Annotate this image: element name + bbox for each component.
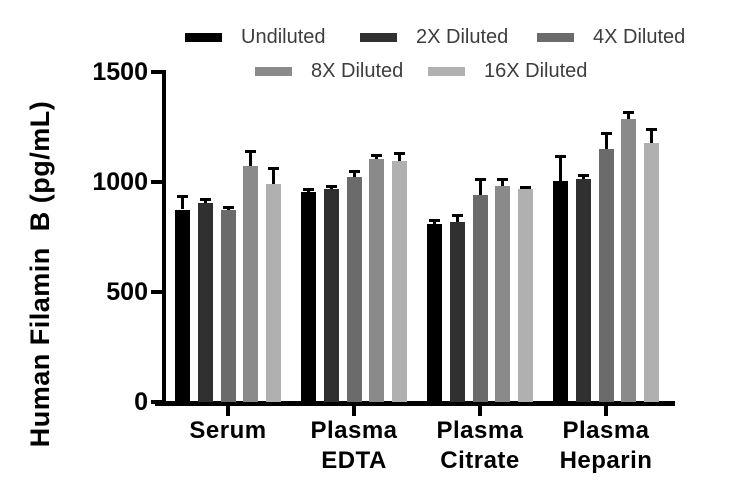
legend-item-8x-diluted: 8X Diluted bbox=[255, 59, 403, 83]
y-tick bbox=[151, 180, 163, 184]
error-bar-cap bbox=[303, 187, 315, 191]
bar-plasma-edta-8x-diluted bbox=[369, 159, 385, 402]
error-bar-cap bbox=[177, 195, 189, 199]
bar-plasma-edta-undiluted bbox=[301, 191, 317, 402]
y-tick-label: 1500 bbox=[92, 58, 148, 86]
bar-serum-2x-diluted bbox=[197, 202, 213, 402]
bar-plasma-citrate-16x-diluted bbox=[517, 189, 533, 402]
x-tick bbox=[352, 406, 356, 416]
x-category-label-plasma-edta: Plasma bbox=[310, 417, 398, 444]
x-tick bbox=[226, 406, 230, 416]
legend-item-4x-diluted: 4X Diluted bbox=[537, 25, 685, 49]
error-bar bbox=[375, 154, 379, 160]
error-bar-cap bbox=[429, 219, 441, 223]
error-bar bbox=[501, 179, 505, 187]
error-bar bbox=[455, 215, 459, 223]
bar-plasma-edta-16x-diluted bbox=[391, 161, 407, 402]
bar-plasma-heparin-undiluted bbox=[553, 181, 569, 402]
x-category-label-serum: Serum bbox=[189, 417, 267, 444]
x-category-label-plasma-citrate: Citrate bbox=[440, 447, 520, 474]
error-bar-cap bbox=[199, 197, 211, 201]
y-tick bbox=[151, 290, 163, 294]
legend-label-4x-diluted: 4X Diluted bbox=[593, 25, 686, 48]
x-category-label-plasma-heparin: Plasma bbox=[562, 417, 650, 444]
y-tick bbox=[151, 70, 163, 74]
legend-swatch-4x-diluted bbox=[537, 32, 574, 42]
x-category-label-plasma-heparin: Heparin bbox=[559, 447, 653, 474]
error-bar-cap bbox=[222, 205, 234, 209]
legend-swatch-16x-diluted bbox=[428, 66, 465, 76]
bar-plasma-citrate-4x-diluted bbox=[472, 195, 488, 402]
error-bar-cap bbox=[645, 127, 657, 131]
x-category-label-plasma-citrate: Plasma bbox=[436, 417, 524, 444]
legend-item-16x-diluted: 16X Diluted bbox=[428, 59, 587, 83]
bar-serum-4x-diluted bbox=[220, 210, 236, 402]
bar-serum-undiluted bbox=[175, 209, 191, 402]
error-bar-cap bbox=[451, 214, 463, 218]
error-bar bbox=[352, 170, 356, 177]
legend-item-2x-diluted: 2X Diluted bbox=[360, 25, 508, 49]
bar-plasma-edta-4x-diluted bbox=[346, 176, 362, 402]
error-bar-cap bbox=[600, 132, 612, 136]
bar-plasma-citrate-8x-diluted bbox=[495, 186, 511, 402]
y-axis-title: Human Filamin B (pg/mL) bbox=[25, 100, 55, 448]
legend-item-undiluted: Undiluted bbox=[185, 25, 326, 49]
error-bar-cap bbox=[325, 184, 337, 188]
legend-label-2x-diluted: 2X Diluted bbox=[416, 25, 509, 48]
legend-label-16x-diluted: 16X Diluted bbox=[484, 59, 588, 82]
y-tick bbox=[151, 400, 163, 404]
bar-plasma-heparin-4x-diluted bbox=[598, 149, 614, 402]
legend-label-8x-diluted: 8X Diluted bbox=[311, 59, 404, 82]
legend-label-undiluted: Undiluted bbox=[241, 25, 326, 48]
error-bar-cap bbox=[371, 153, 383, 157]
bar-serum-16x-diluted bbox=[265, 184, 281, 402]
bar-plasma-heparin-16x-diluted bbox=[643, 143, 659, 402]
error-bar-cap bbox=[245, 149, 257, 153]
x-category-label-plasma-edta: EDTA bbox=[321, 447, 387, 474]
x-tick bbox=[604, 406, 608, 416]
x-tick bbox=[478, 406, 482, 416]
error-bar bbox=[627, 111, 631, 120]
y-tick-label: 500 bbox=[106, 278, 148, 306]
error-bar bbox=[604, 133, 608, 150]
legend-swatch-8x-diluted bbox=[255, 66, 292, 76]
error-bar bbox=[478, 178, 482, 196]
legend-swatch-undiluted bbox=[185, 32, 222, 42]
bar-plasma-edta-2x-diluted bbox=[323, 189, 339, 402]
error-bar bbox=[559, 156, 563, 182]
error-bar-cap bbox=[267, 167, 279, 171]
bar-serum-8x-diluted bbox=[243, 165, 259, 402]
bar-plasma-citrate-undiluted bbox=[427, 224, 443, 402]
error-bar-cap bbox=[348, 169, 360, 173]
error-bar-cap bbox=[555, 155, 567, 159]
error-bar-cap bbox=[623, 110, 635, 114]
error-bar-cap bbox=[393, 151, 405, 155]
y-tick-label: 1000 bbox=[92, 168, 148, 196]
error-bar bbox=[397, 152, 401, 162]
bar-plasma-heparin-2x-diluted bbox=[575, 178, 591, 402]
error-bar bbox=[649, 128, 653, 144]
error-bar-cap bbox=[497, 178, 509, 182]
legend-swatch-2x-diluted bbox=[360, 32, 397, 42]
error-bar-cap bbox=[474, 177, 486, 181]
error-bar bbox=[181, 196, 185, 210]
error-bar-cap bbox=[519, 185, 531, 189]
bar-plasma-heparin-8x-diluted bbox=[621, 119, 637, 402]
x-axis-line bbox=[155, 401, 675, 406]
bar-plasma-citrate-2x-diluted bbox=[449, 222, 465, 402]
error-bar bbox=[249, 150, 253, 166]
y-tick-label: 0 bbox=[134, 388, 148, 416]
error-bar-cap bbox=[577, 174, 589, 178]
error-bar bbox=[271, 168, 275, 185]
y-axis-line bbox=[162, 70, 166, 404]
